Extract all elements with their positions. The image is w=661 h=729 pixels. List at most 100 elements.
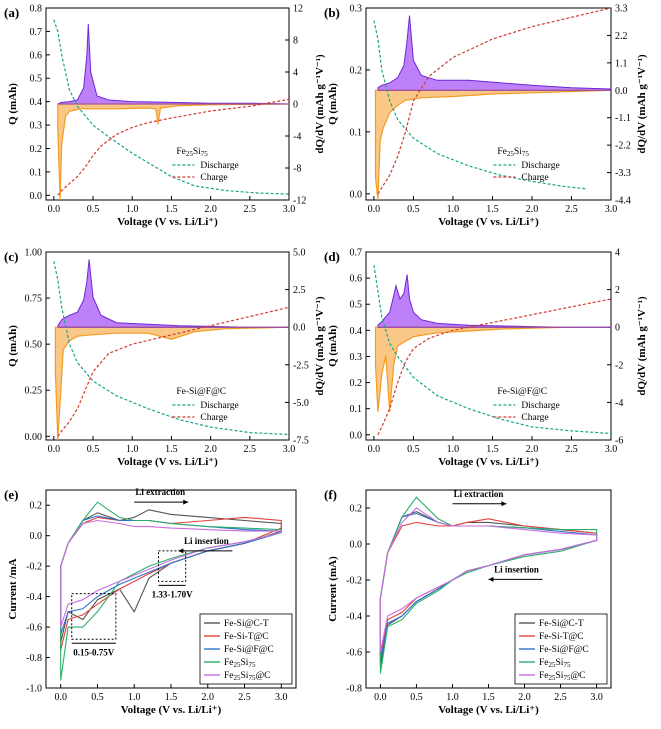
x-tick-label: 0.5 [87,204,100,215]
legend-title: Fe25Si75 [176,147,208,158]
x-tick-label: 3.0 [605,204,618,215]
x-tick-label: 0.0 [48,444,61,455]
y2-tick-label: 12 [293,4,303,15]
y-tick-label: 0.0 [30,191,43,202]
x-tick-label: 2.5 [244,444,257,455]
legend-label-part: @C [570,671,585,681]
x-tick-label: 1.5 [165,692,178,703]
x-tick-label: 1.0 [126,204,139,215]
annotation-li-extraction: Li extraction [454,489,504,499]
x-axis-label: Voltage (V vs. Li/Li⁺) [438,216,539,228]
legend-label: Charge [521,413,548,423]
y-tick-label: 1.00 [25,248,43,259]
y2-tick-label: 1.1 [615,58,628,69]
panel-label: (f) [324,487,337,502]
y2-tick-label: -4 [615,398,623,409]
annotation-range-high: 1.33-1.70V [152,589,193,599]
arrow-head [488,576,494,582]
y-tick-label: -0.4 [346,612,362,623]
x-tick-label: 3.0 [283,444,296,455]
x-tick-label: 2.0 [518,692,531,703]
legend-title-sub: 75 [522,150,530,158]
x-tick-label: 2.0 [202,692,215,703]
legend-label-sub: 75 [563,661,571,669]
panel-label: (d) [324,249,340,264]
y2-axis-label: dQ/dV (mAh g⁻¹V⁻¹) [314,296,326,396]
y-tick-label: 0.2 [350,65,363,76]
plot-area [379,496,598,674]
x-tick-label: 2.0 [526,204,539,215]
x-tick-label: 1.5 [165,204,178,215]
y2-tick-label: 2 [615,285,620,296]
y2-tick-label: 0 [293,100,298,111]
y2-tick-label: 0 [615,323,620,334]
discharge-curve [373,265,611,435]
x-tick-label: 0.5 [91,692,104,703]
plot-area [373,265,611,436]
x-tick-label: 0.5 [407,444,420,455]
y-tick-label: -0.2 [346,576,362,587]
y-tick-label: -0.6 [26,623,42,634]
x-tick-label: 2.0 [526,444,539,455]
legend-title-part: Fe [497,147,507,157]
panel-d: 0.0 0.5 1.0 1.5 2.0 2.5 3.0 0.0 0.1 0.2 0.3 0.4 0.5 0… [324,248,648,469]
legend-label-sub: 25 [549,661,557,669]
y-tick-label: 0.3 [350,352,363,363]
x-tick-label: 0.0 [368,204,381,215]
x-tick-label: 2.5 [565,204,578,215]
legend-title-part: Si [514,147,522,157]
legend-label-sub: 25 [549,674,557,682]
range-box-low [71,593,117,640]
legend-label: Fe-Si@F@C [539,645,589,655]
annotation-li-insertion: Li insertion [494,564,539,574]
x-tick-label: 1.0 [128,692,141,703]
y2-tick-label: -12 [293,196,306,207]
y2-tick-label: 8 [293,36,298,47]
annotation-range-low: 0.15-0.75V [73,647,114,657]
legend-label-part: Si [556,658,564,668]
legend-label: Fe-Si@C-T [224,619,269,629]
y-axis-label: Q (mAh) [7,325,19,367]
x-tick-label: 0.5 [410,692,423,703]
cv-loop-5 [60,519,282,628]
legend-label: Fe25Si75@C [224,671,271,682]
y-tick-label: 0.6 [30,50,43,61]
x-tick-label: 2.0 [204,204,217,215]
plot-area [53,19,289,200]
y-tick-label: 0.3 [350,4,363,15]
y-tick-label: 0.0 [350,540,363,551]
legend-label-sub: 75 [248,661,256,669]
x-tick-label: 0.5 [407,204,420,215]
panel-e: 0.0 0.5 1.0 1.5 2.0 2.5 3.0 -1.0 -0.8 -0.6 -0.4 -0.… [4,487,297,716]
legend-label: Fe-Si-T@C [224,632,269,642]
legend-label: Fe-Si@F@C [224,645,274,655]
dqdv-charge-fill [377,274,611,328]
y-axis-label: Q (mAh) [327,83,339,125]
x-axis-label: Voltage (V vs. Li/Li⁺) [438,456,539,468]
y-tick-label: -0.8 [26,653,42,664]
y2-tick-label: -2 [615,360,623,371]
plot-frame [45,251,290,441]
legend-title-sub: 25 [186,150,194,158]
y-tick-label: 0.4 [350,326,363,337]
x-tick-label: 2.5 [554,692,567,703]
legend-label: Discharge [200,401,238,411]
y-tick-label: 0.00 [25,432,43,443]
y-tick-label: 0.4 [30,97,43,108]
arrow-head [178,548,184,554]
x-tick-label: 1.5 [486,204,499,215]
y2-tick-label: -7.5 [293,436,309,447]
y-tick-label: -0.2 [26,562,42,573]
x-tick-label: 2.5 [244,204,257,215]
legend-title-part: Si [193,147,201,157]
legend-title-sub: 75 [201,150,209,158]
dqdv-charge-fill [57,23,289,105]
dqdv-discharge-fill [54,326,289,440]
legend-label: Fe25Si75@C [539,671,586,682]
y-tick-label: 0.50 [25,340,43,351]
legend-title: Fe-Si@F@C [497,387,547,397]
discharge-curve [53,19,289,195]
legend-label-part: Fe [224,658,234,668]
panel-label: (e) [4,487,18,502]
